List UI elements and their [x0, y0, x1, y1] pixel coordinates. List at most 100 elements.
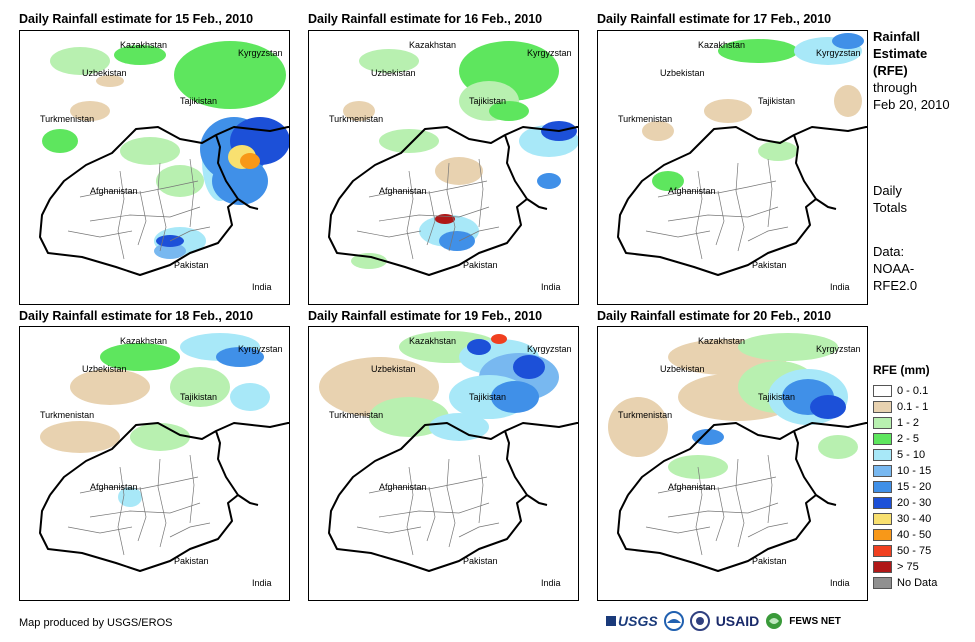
label-pakistan: Pakistan [463, 556, 498, 566]
sidebar-daily-line1: Daily [873, 183, 902, 198]
legend-swatch [873, 561, 892, 573]
label-pakistan: Pakistan [174, 260, 209, 270]
rain-area [70, 369, 150, 405]
legend-label: 0.1 - 1 [897, 401, 929, 413]
panel-title-6: Daily Rainfall estimate for 20 Feb., 201… [597, 309, 832, 323]
legend-swatch [873, 497, 892, 509]
rain-area [100, 343, 180, 371]
label-kyrgyzstan: Kyrgyzstan [816, 344, 861, 354]
legend-label: 20 - 30 [897, 497, 932, 509]
label-kyrgyzstan: Kyrgyzstan [816, 48, 861, 58]
legend-item: 0.1 - 1 [873, 399, 937, 415]
legend-swatch [873, 401, 892, 413]
label-tajikistan: Tajikistan [758, 392, 795, 402]
label-tajikistan: Tajikistan [469, 392, 506, 402]
legend-swatch [873, 577, 892, 589]
rain-area [118, 487, 142, 507]
map-panel-18-feb: Kazakhstan Kyrgyzstan Uzbekistan Tajikistan… [19, 326, 290, 601]
rain-area [240, 153, 260, 169]
label-india: India [830, 282, 850, 292]
rain-area [718, 39, 798, 63]
legend-item: 1 - 2 [873, 415, 937, 431]
legend-swatch [873, 449, 892, 461]
panel-title-1: Daily Rainfall estimate for 15 Feb., 201… [19, 12, 254, 26]
sidebar-data-line2: NOAA- [873, 261, 915, 276]
legend-label: 15 - 20 [897, 481, 932, 493]
legend-label: 2 - 5 [897, 433, 920, 445]
rain-area [379, 129, 439, 153]
noaa-logo-icon [663, 611, 684, 631]
label-uzbekistan: Uzbekistan [371, 364, 416, 374]
rain-area [642, 121, 674, 141]
rainfall-map: Kazakhstan Kyrgyzstan Uzbekistan Tajikistan… [39, 333, 289, 588]
label-tajikistan: Tajikistan [758, 96, 795, 106]
sidebar-info: Rainfall Estimate (RFE) through Feb 20, … [873, 28, 950, 113]
rain-area [513, 355, 545, 379]
label-pakistan: Pakistan [752, 556, 787, 566]
map-panel-16-feb: Kazakhstan Kyrgyzstan Uzbekistan Tajikistan… [308, 30, 579, 305]
legend-swatch [873, 513, 892, 525]
label-kyrgyzstan: Kyrgyzstan [238, 344, 283, 354]
sidebar-data: Data: NOAA- RFE2.0 [873, 243, 917, 294]
label-afghanistan: Afghanistan [668, 186, 716, 196]
rain-area [491, 381, 539, 413]
rainfall-map: Kazakhstan Kyrgyzstan Uzbekistan Tajikistan… [617, 33, 867, 292]
country-border [328, 422, 578, 572]
legend-item: 0 - 0.1 [873, 383, 937, 399]
rain-area [608, 397, 668, 457]
sidebar-date: Feb 20, 2010 [873, 97, 950, 112]
legend-item: 50 - 75 [873, 543, 937, 559]
sidebar-title-line3: (RFE) [873, 63, 908, 78]
label-kazakhstan: Kazakhstan [120, 336, 167, 346]
label-afghanistan: Afghanistan [90, 186, 138, 196]
label-afghanistan: Afghanistan [90, 482, 138, 492]
legend-item: 5 - 10 [873, 447, 937, 463]
rain-area [810, 395, 846, 419]
rain-area [174, 41, 286, 109]
label-india: India [541, 578, 561, 588]
legend-swatch [873, 481, 892, 493]
label-uzbekistan: Uzbekistan [82, 68, 127, 78]
label-uzbekistan: Uzbekistan [82, 364, 127, 374]
rain-area [154, 243, 186, 259]
legend-title: RFE (mm) [873, 363, 930, 377]
map-credit: Map produced by USGS/EROS [19, 617, 173, 629]
usgs-logo: USGS [606, 613, 658, 629]
label-tajikistan: Tajikistan [469, 96, 506, 106]
sidebar-daily-line2: Totals [873, 200, 907, 215]
legend-swatch [873, 385, 892, 397]
legend-label: 40 - 50 [897, 529, 932, 541]
rain-area [40, 421, 120, 453]
sidebar-data-line1: Data: [873, 244, 905, 259]
legend-swatch [873, 417, 892, 429]
rain-area [818, 435, 858, 459]
rain-area [491, 334, 507, 344]
label-kazakhstan: Kazakhstan [698, 336, 745, 346]
legend-item: 20 - 30 [873, 495, 937, 511]
sidebar-title-line1: Rainfall [873, 29, 920, 44]
country-border [617, 126, 867, 276]
label-india: India [830, 578, 850, 588]
legend: 0 - 0.1 0.1 - 1 1 - 2 2 - 5 5 - 10 10 - 15 15 … [873, 383, 937, 591]
legend-label: 30 - 40 [897, 513, 932, 525]
rain-area [704, 99, 752, 123]
label-turkmenistan: Turkmenistan [618, 114, 672, 124]
rain-area [120, 137, 180, 165]
legend-label: > 75 [897, 561, 919, 573]
rainfall-map: Kazakhstan Kyrgyzstan Uzbekistan Tajikistan… [39, 40, 289, 292]
sidebar-data-line3: RFE2.0 [873, 278, 918, 293]
label-turkmenistan: Turkmenistan [40, 114, 94, 124]
country-border [39, 126, 289, 276]
label-turkmenistan: Turkmenistan [618, 410, 672, 420]
legend-item: 2 - 5 [873, 431, 937, 447]
legend-item: 10 - 15 [873, 463, 937, 479]
legend-label: 10 - 15 [897, 465, 932, 477]
rain-area [42, 129, 78, 153]
label-pakistan: Pakistan [174, 556, 209, 566]
label-kazakhstan: Kazakhstan [120, 40, 167, 50]
label-uzbekistan: Uzbekistan [660, 364, 705, 374]
country-border [328, 126, 578, 276]
rain-area [230, 383, 270, 411]
label-kazakhstan: Kazakhstan [409, 40, 456, 50]
label-afghanistan: Afghanistan [668, 482, 716, 492]
